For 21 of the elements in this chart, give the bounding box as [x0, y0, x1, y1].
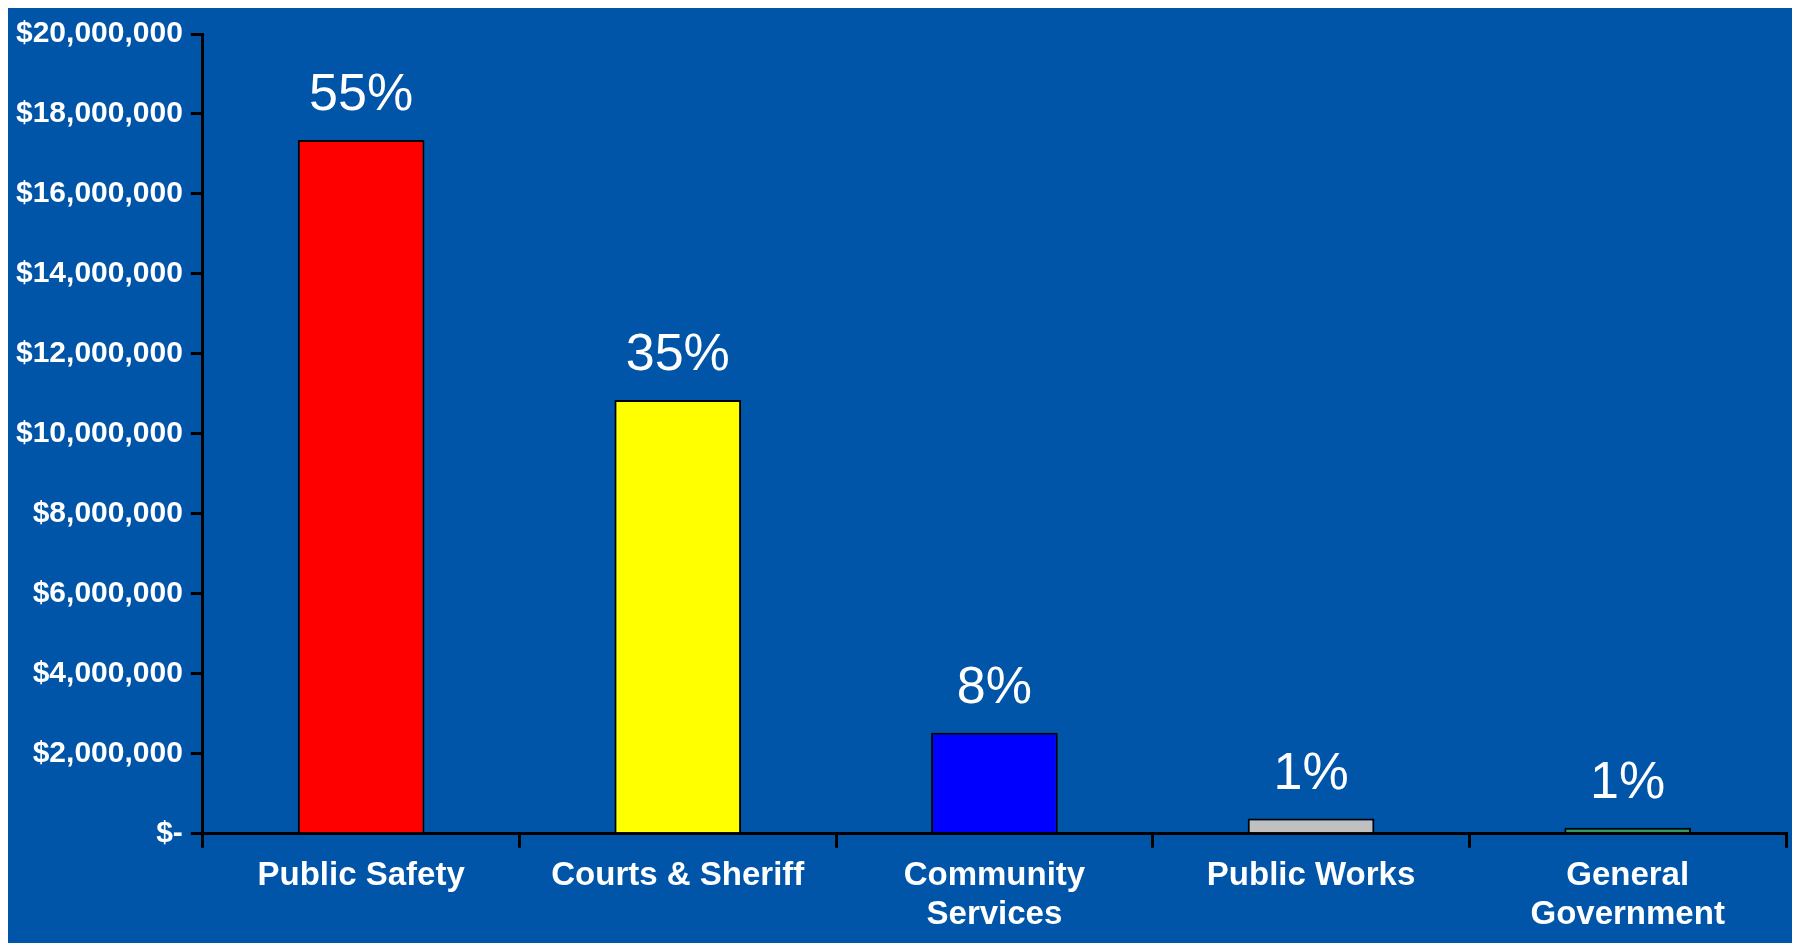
x-tick-label: General Government	[1530, 854, 1725, 932]
y-tick-label: $4,000,000	[32, 655, 183, 689]
x-tick-label: Courts & Sheriff	[551, 854, 806, 892]
y-tick-label: $10,000,000	[15, 415, 183, 449]
annotation: 1%	[1590, 751, 1666, 810]
x-tick-label: Public Safety	[257, 854, 466, 892]
y-tick-label: $-	[156, 815, 183, 849]
annotation: 35%	[625, 323, 730, 382]
annotation: 1%	[1273, 741, 1349, 800]
y-tick-label: $6,000,000	[32, 575, 183, 609]
y-tick-label: $16,000,000	[15, 175, 183, 209]
annotation: 8%	[956, 655, 1032, 714]
y-tick-label: $18,000,000	[15, 95, 183, 129]
x-tick-label: Community Services	[903, 854, 1086, 932]
y-tick-label: $2,000,000	[32, 735, 183, 769]
y-tick-label: $8,000,000	[32, 495, 183, 529]
annotation: 55%	[309, 63, 414, 122]
y-tick-label: $20,000,000	[15, 15, 183, 49]
y-tick-label: $12,000,000	[15, 335, 183, 369]
y-tick-label: $14,000,000	[15, 255, 183, 289]
x-tick-label: Public Works	[1206, 854, 1416, 892]
